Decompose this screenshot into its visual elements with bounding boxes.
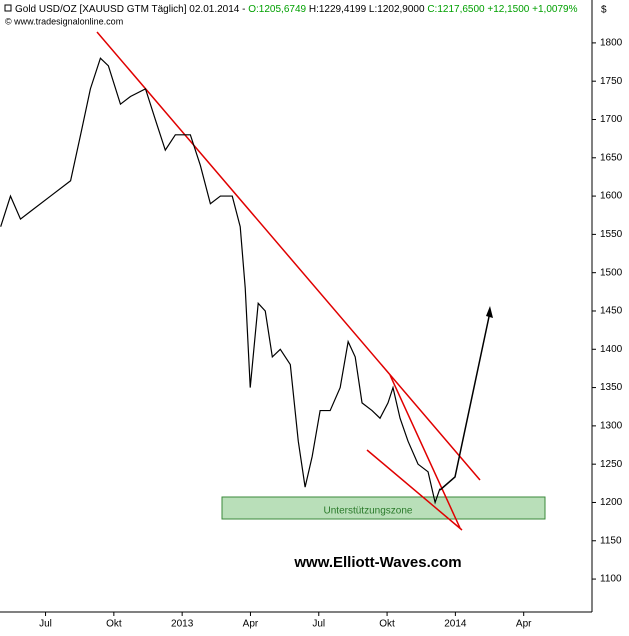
y-tick-label: 1200 bbox=[600, 497, 623, 508]
arrow-head bbox=[486, 306, 493, 318]
trendlines bbox=[96, 31, 493, 531]
quote-open: O:1205,6749 bbox=[248, 4, 306, 15]
currency: $ bbox=[601, 5, 607, 16]
y-tick-label: 1150 bbox=[600, 535, 622, 546]
price-line bbox=[0, 57, 441, 505]
y-tick-label: 1650 bbox=[600, 152, 623, 163]
trendline bbox=[96, 31, 481, 481]
y-tick-label: 1700 bbox=[600, 114, 623, 125]
x-tick-label: Apr bbox=[516, 619, 532, 630]
chart-title: Gold USD/OZ [XAUUSD GTM Täglich] 02.01.2… bbox=[15, 4, 578, 15]
x-tick-label: Okt bbox=[106, 619, 122, 630]
y-tick-label: 1450 bbox=[600, 306, 623, 317]
y-tick-label: 1100 bbox=[600, 574, 622, 585]
y-tick-label: 1250 bbox=[600, 459, 623, 470]
y-tick-label: 1350 bbox=[600, 382, 623, 393]
x-tick-label: 2014 bbox=[444, 619, 467, 630]
y-tick-label: 1600 bbox=[600, 191, 623, 202]
x-tick-label: Apr bbox=[243, 619, 259, 630]
x-tick-label: Jul bbox=[312, 619, 325, 630]
y-tick-label: 1500 bbox=[600, 267, 623, 278]
header: Gold USD/OZ [XAUUSD GTM Täglich] 02.01.2… bbox=[4, 4, 607, 26]
y-tick-label: 1300 bbox=[600, 421, 623, 432]
projection-arrow bbox=[439, 311, 491, 491]
support-zone bbox=[221, 496, 546, 520]
header-icon bbox=[4, 4, 12, 12]
trendline bbox=[389, 374, 461, 529]
y-tick-label: 1400 bbox=[600, 344, 623, 355]
x-tick-label: Okt bbox=[379, 619, 395, 630]
quote-low: L:1202,9000 bbox=[369, 4, 425, 15]
watermark: www.Elliott-Waves.com bbox=[293, 554, 461, 571]
copyright: © www.tradesignalonline.com bbox=[5, 16, 123, 26]
y-tick-label: 1550 bbox=[600, 229, 623, 240]
x-tick-label: 2013 bbox=[171, 619, 194, 630]
quote-high: H:1229,4199 bbox=[309, 4, 367, 15]
zone-label: Unterstützungszone bbox=[324, 506, 413, 517]
y-tick-label: 1800 bbox=[600, 38, 623, 49]
x-tick-label: Jul bbox=[39, 619, 52, 630]
trendline bbox=[366, 449, 463, 531]
title: Gold USD/OZ [XAUUSD GTM Täglich] 02.01.2… bbox=[15, 4, 245, 15]
y-tick-label: 1750 bbox=[600, 76, 623, 87]
quote-close: C:1217,6500 +12,1500 +1,0079% bbox=[427, 4, 577, 15]
